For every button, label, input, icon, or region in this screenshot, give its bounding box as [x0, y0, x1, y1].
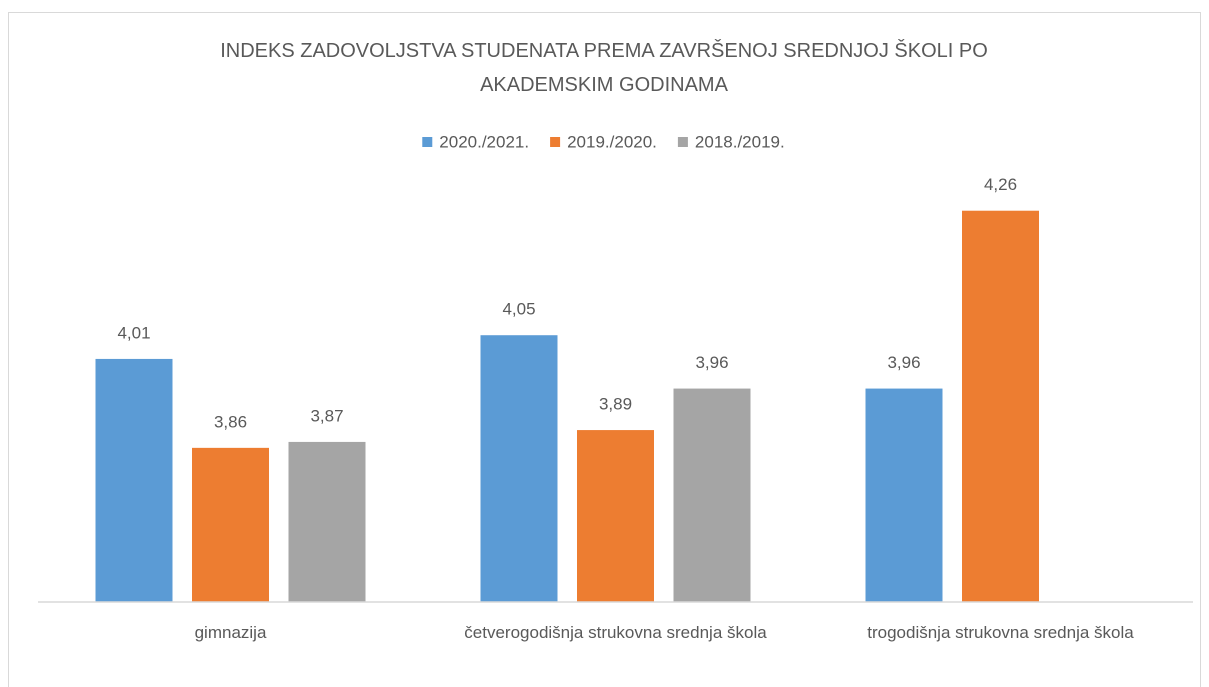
bar	[673, 388, 751, 602]
data-label: 4,05	[502, 300, 535, 319]
bar	[95, 358, 173, 602]
x-tick-label: trogodišnja strukovna srednja škola	[867, 623, 1134, 642]
data-label: 3,96	[887, 353, 920, 372]
bar	[865, 388, 943, 602]
legend-swatch	[550, 137, 561, 147]
data-label: 3,89	[599, 395, 632, 414]
chart-border	[8, 12, 1201, 687]
x-tick-label: četverogodišnja strukovna srednja škola	[464, 623, 767, 642]
bar	[192, 447, 269, 602]
legend-swatch	[677, 137, 688, 147]
bar	[577, 430, 654, 602]
x-tick-label: gimnazija	[194, 623, 267, 642]
bar	[288, 441, 366, 602]
legend-label: 2020./2021.	[439, 132, 529, 151]
legend-swatch	[422, 137, 433, 147]
legend-label: 2019./2020.	[567, 132, 657, 151]
bar	[480, 335, 558, 602]
data-label: 3,87	[310, 406, 343, 425]
chart-title: INDEKS ZADOVOLJSTVA STUDENATA PREMA ZAVR…	[220, 39, 988, 96]
bar	[962, 210, 1039, 602]
data-label: 4,26	[984, 175, 1017, 194]
data-label: 4,01	[117, 323, 150, 342]
legend-label: 2018./2019.	[695, 132, 785, 151]
data-label: 3,96	[695, 353, 728, 372]
data-label: 3,86	[214, 412, 247, 431]
